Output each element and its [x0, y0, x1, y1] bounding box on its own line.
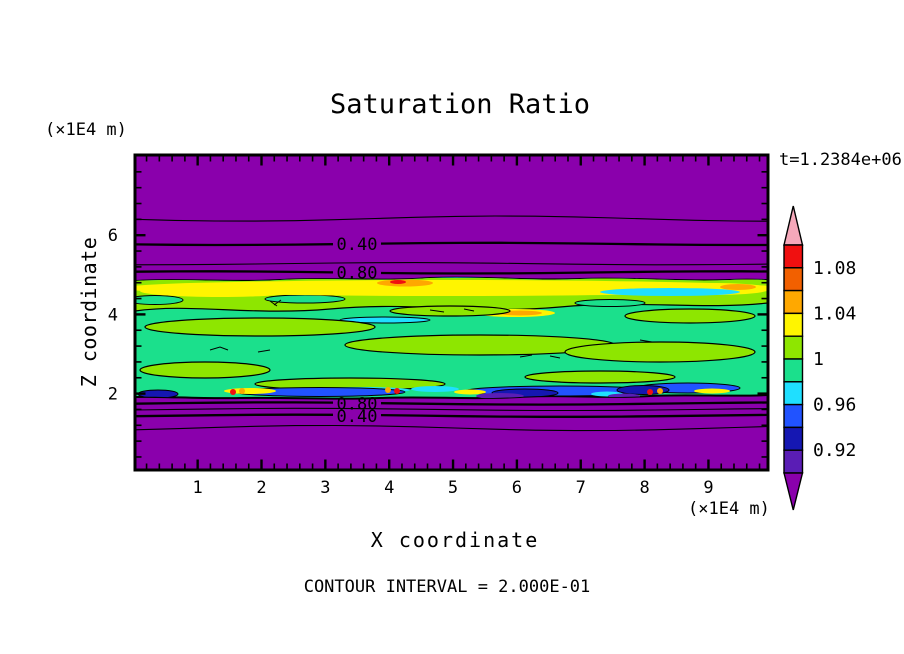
- colorbar-segment: [783, 426, 804, 451]
- field-patch: [139, 361, 271, 379]
- contour-squiggle: [209, 346, 271, 353]
- contour-squiggle: [639, 339, 653, 343]
- x-tick-label: 7: [576, 478, 586, 498]
- x-axis-title: X coordinate: [371, 528, 540, 552]
- x-tick-label: 3: [320, 478, 330, 498]
- field-patch: [720, 284, 756, 290]
- contour-line-top-0.8: [134, 270, 334, 274]
- contour-line-bottom-0.8: [134, 401, 334, 405]
- colorbar-label: 1.04: [813, 303, 856, 324]
- field-patch: [144, 317, 376, 337]
- contour-label: 0.80: [337, 263, 378, 283]
- z-axis-title: Z coordinate: [77, 237, 101, 388]
- colorbar-label: 0.92: [813, 440, 856, 461]
- field-patch: [624, 308, 756, 324]
- colorbar-segment: [783, 312, 804, 337]
- contour-line-top-0.8: [380, 270, 769, 275]
- colorbar-segment: [783, 449, 804, 474]
- z-tick-label: 6: [108, 226, 118, 246]
- x-tick-label: 4: [384, 478, 394, 498]
- colorbar-label: 1.08: [813, 258, 856, 279]
- field-patch: [377, 279, 433, 287]
- contour-label: 0.80: [337, 395, 378, 415]
- contour-line-top-0.4: [134, 243, 334, 247]
- field-patch: [389, 305, 511, 317]
- colorbar-segment: [783, 244, 804, 269]
- x-tick-label: 2: [256, 478, 266, 498]
- colorbar-segment: [783, 335, 804, 360]
- colorbar-label: 1: [813, 349, 824, 370]
- field-patch: [135, 295, 184, 305]
- z-tick-label: 4: [108, 305, 118, 325]
- contour-squiggle: [429, 308, 475, 313]
- field-patch: [574, 299, 646, 307]
- field-patch: [694, 388, 730, 394]
- colorbar-segment: [783, 267, 804, 292]
- field-patch: [657, 388, 663, 394]
- contour-lines: [134, 215, 769, 432]
- contour-line-top-0.4: [380, 241, 768, 247]
- z-axis-unit: (×1E4 m): [45, 120, 127, 140]
- field-patch: [616, 385, 670, 395]
- axis-tick-labels: 1 2 3 4 5 6 7 8 9 2 4 6: [108, 226, 714, 498]
- field-patch: [647, 389, 653, 395]
- field-patch: [454, 389, 486, 395]
- saturation-band: [134, 276, 769, 400]
- contour-label: 0.40: [337, 235, 378, 255]
- field-patch: [140, 285, 300, 297]
- x-axis-unit: (×1E4 m): [688, 499, 770, 519]
- colorbar-arrow-down: [783, 472, 804, 511]
- field-patch: [264, 294, 346, 304]
- z-tick-label: 2: [108, 385, 118, 405]
- x-tick-label: 1: [193, 478, 203, 498]
- field-patch: [239, 388, 245, 394]
- time-annotation: t=1.2384e+06: [779, 150, 902, 170]
- colorbar-segment: [783, 381, 804, 406]
- plot-frame: [133, 153, 770, 472]
- contour-line-top-0.2: [134, 215, 769, 222]
- field-patch: [385, 387, 391, 393]
- page-title: Saturation Ratio: [330, 89, 590, 120]
- x-tick-label: 8: [639, 478, 649, 498]
- contour-line-bottom-0.8: [380, 401, 769, 406]
- contour-line-bottom-0.4: [380, 413, 769, 418]
- field-patch: [394, 388, 400, 394]
- contour-line-bottom-0.2: [134, 424, 769, 432]
- field-patch: [524, 370, 676, 384]
- colorbar-segment: [783, 358, 804, 383]
- colorbar: 1.08 1.04 1 0.96 0.92: [783, 205, 856, 511]
- colorbar-segment: [783, 289, 804, 315]
- contour-squiggle: [519, 354, 561, 359]
- contour-line-bottom-0.4: [134, 413, 334, 418]
- contour-labels: 0.400.800.800.40: [337, 235, 378, 427]
- field-patch: [230, 389, 236, 395]
- contour-line-bottom-0.6: [134, 407, 769, 412]
- axis-ticks: [136, 156, 767, 469]
- field-patch: [390, 280, 406, 284]
- x-tick-label: 5: [448, 478, 458, 498]
- field-patch: [564, 341, 756, 363]
- contour-squiggle: [269, 299, 282, 307]
- colorbar-arrow-up: [783, 205, 804, 246]
- colorbar-segment: [783, 403, 804, 429]
- field-patch: [600, 288, 740, 296]
- field-patch: [411, 386, 459, 392]
- band-field: [135, 277, 768, 399]
- x-tick-label: 6: [512, 478, 522, 498]
- contour-line-top-0.6: [134, 262, 769, 266]
- contour-interval-note: CONTOUR INTERVAL = 2.000E-01: [304, 577, 591, 597]
- contour-label: 0.40: [337, 407, 378, 427]
- field-patch: [224, 388, 276, 394]
- x-tick-label: 9: [703, 478, 713, 498]
- colorbar-label: 0.96: [813, 395, 856, 416]
